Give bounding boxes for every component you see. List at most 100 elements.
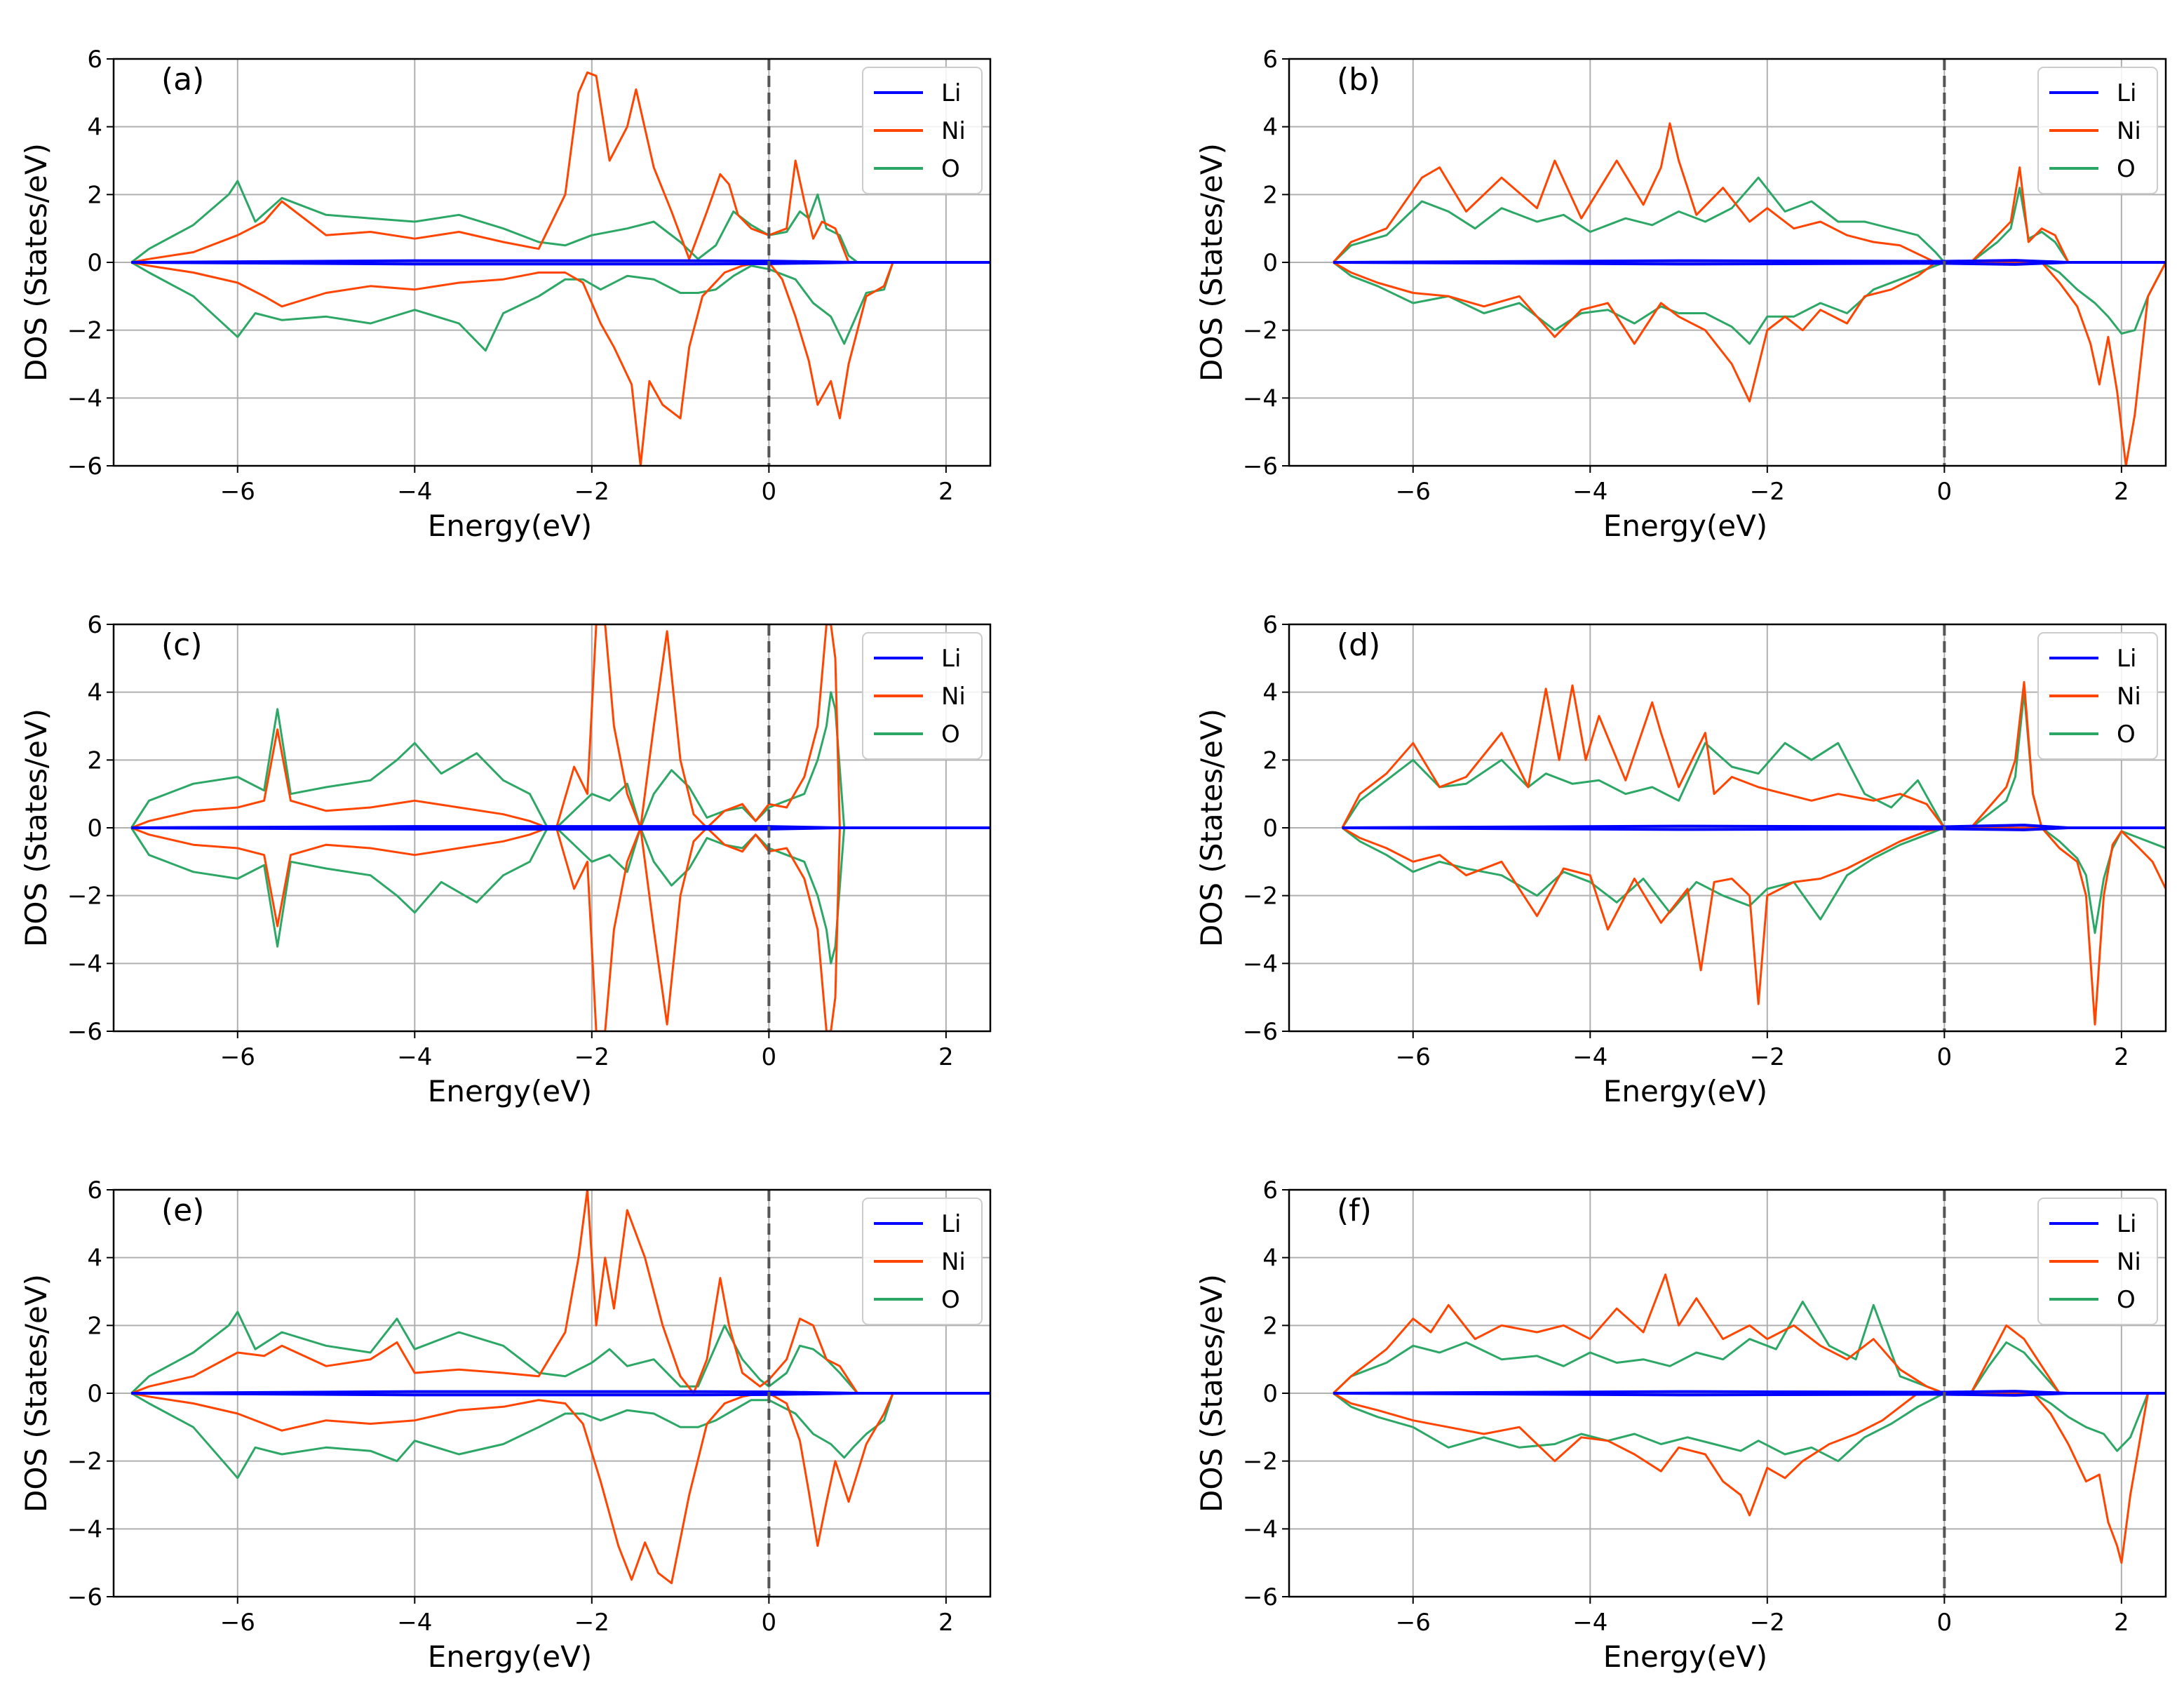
y-tick-label: −4	[67, 384, 102, 413]
y-tick-label: 2	[87, 1312, 102, 1340]
legend: Li Ni O	[862, 632, 983, 760]
y-tick-label: −4	[1243, 1515, 1278, 1543]
x-tick-label: −2	[574, 478, 609, 506]
legend-label-ni: Ni	[941, 1248, 966, 1276]
chart-panel: −6 −4 −2 0 2 −6 −4 −2 0 2 4 6 Energy(eV) DOS (States/…	[19, 611, 992, 1108]
y-tick-label: 4	[87, 679, 102, 707]
x-tick-label: −2	[1750, 478, 1785, 506]
x-tick-label: −4	[397, 1043, 432, 1071]
legend-label-o: O	[2117, 155, 2136, 183]
y-axis-label: DOS (States/eV)	[19, 143, 53, 382]
y-tick-label: 6	[1262, 46, 1278, 74]
series-line-li-spin-down	[131, 1392, 990, 1397]
y-tick-label: −6	[67, 452, 102, 481]
x-tick-label: −4	[397, 1609, 432, 1637]
legend-label-li: Li	[941, 645, 961, 673]
x-tick-label: 2	[938, 1609, 954, 1637]
series-line-ni-spin-up	[130, 1190, 990, 1395]
x-tick-label: −2	[574, 1609, 609, 1637]
y-tick-label: 2	[1262, 181, 1278, 209]
y-tick-label: 6	[87, 1176, 102, 1205]
panel-tag: (d)	[1337, 627, 1380, 663]
series-line-o-spin-up	[130, 1310, 990, 1395]
y-tick-label: −6	[67, 1018, 102, 1046]
series-line-li-spin-down	[131, 826, 990, 831]
x-tick-label: −6	[1396, 1609, 1431, 1637]
y-tick-label: 0	[87, 814, 102, 843]
y-tick-label: 4	[87, 114, 102, 142]
panel-tag: (a)	[161, 62, 204, 98]
y-tick-label: −6	[1243, 1583, 1278, 1611]
legend: Li Ni O	[862, 67, 983, 194]
series-line-ni-spin-down	[131, 261, 990, 466]
x-tick-label: 0	[762, 1609, 777, 1637]
y-tick-label: 4	[1262, 679, 1278, 707]
x-tick-label: 2	[2114, 478, 2129, 506]
chart-panel: −6 −4 −2 0 2 −6 −4 −2 0 2 4 6 Energy(eV) DOS (States/…	[1194, 1176, 2167, 1674]
x-tick-label: −2	[1750, 1609, 1785, 1637]
x-tick-label: −4	[1572, 478, 1607, 506]
series-line-o-spin-up	[1333, 1301, 2166, 1395]
legend-label-li: Li	[2117, 645, 2136, 673]
legend: Li Ni O	[2037, 67, 2158, 194]
x-tick-label: −6	[220, 1609, 255, 1637]
y-tick-label: 6	[87, 611, 102, 639]
legend-label-ni: Ni	[2117, 1248, 2141, 1276]
series-line-li-spin-down	[1342, 826, 2166, 831]
series-line-li-spin-down	[1333, 261, 2166, 266]
x-tick-label: 0	[1937, 478, 1953, 506]
series-line-li-spin-down	[131, 261, 990, 266]
x-tick-label: −6	[220, 1043, 255, 1071]
series-line-ni-spin-down	[1333, 1392, 2166, 1564]
y-tick-label: 0	[1262, 814, 1278, 843]
y-tick-label: −4	[67, 950, 102, 978]
y-tick-label: 0	[87, 249, 102, 277]
legend-label-o: O	[941, 1286, 960, 1314]
x-tick-label: 0	[762, 478, 777, 506]
series-line-ni-spin-up	[1333, 1273, 2166, 1395]
x-axis-label: Energy(eV)	[428, 1639, 592, 1674]
series-line-o-spin-down	[130, 1392, 990, 1480]
legend-label-ni: Ni	[2117, 683, 2141, 711]
y-tick-label: 2	[1262, 1312, 1278, 1340]
series-line-o-spin-down	[1333, 261, 2166, 345]
x-axis-label: Energy(eV)	[1603, 1639, 1767, 1674]
chart-panel: −6 −4 −2 0 2 −6 −4 −2 0 2 4 6 Energy(eV) DOS (States/…	[1194, 46, 2167, 543]
series-line-o-spin-up	[130, 180, 990, 264]
panel-tag: (c)	[161, 627, 203, 663]
legend-label-o: O	[941, 155, 960, 183]
y-tick-label: 0	[87, 1380, 102, 1408]
series-line-ni-spin-down	[131, 1392, 990, 1585]
legend-label-ni: Ni	[941, 683, 966, 711]
series-line-ni-spin-down	[130, 826, 990, 1031]
y-tick-label: 4	[1262, 114, 1278, 142]
y-tick-label: 0	[1262, 249, 1278, 277]
legend-label-li: Li	[941, 1210, 961, 1238]
series-line-ni-spin-up	[1332, 122, 2166, 264]
series-line-ni-spin-down	[1342, 826, 2166, 1026]
legend: Li Ni O	[862, 1198, 983, 1325]
y-tick-label: −2	[67, 1448, 102, 1476]
legend-label-o: O	[2117, 720, 2136, 749]
x-tick-label: −2	[574, 1043, 609, 1071]
panel-tag: (b)	[1337, 62, 1380, 98]
x-axis-label: Energy(eV)	[1603, 1074, 1767, 1108]
y-tick-label: 2	[87, 181, 102, 209]
legend-label-li: Li	[2117, 79, 2136, 107]
series-line-o-spin-down	[1341, 826, 2166, 934]
x-tick-label: −4	[397, 478, 432, 506]
y-tick-label: −2	[1243, 1448, 1278, 1476]
legend-label-li: Li	[941, 79, 961, 107]
series-line-ni-spin-up	[1341, 680, 2166, 829]
y-tick-label: −6	[1243, 1018, 1278, 1046]
y-axis-label: DOS (States/eV)	[19, 1274, 53, 1513]
panel-tag: (e)	[161, 1193, 204, 1228]
y-tick-label: −2	[1243, 883, 1278, 911]
y-axis-label: DOS (States/eV)	[1194, 709, 1229, 947]
y-axis-label: DOS (States/eV)	[1194, 143, 1229, 382]
y-tick-label: −6	[1243, 452, 1278, 481]
y-tick-label: −4	[67, 1515, 102, 1543]
series-line-ni-spin-up	[131, 71, 990, 264]
legend-label-o: O	[2117, 1286, 2136, 1314]
y-tick-label: −4	[1243, 950, 1278, 978]
